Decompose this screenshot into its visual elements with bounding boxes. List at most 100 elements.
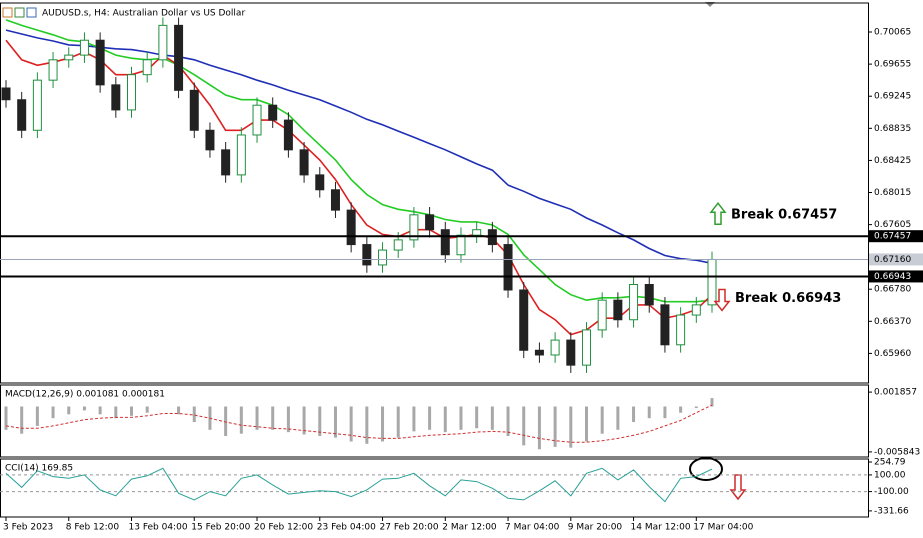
candle-body <box>519 289 529 351</box>
candle-body <box>32 79 42 131</box>
down-arrow <box>729 474 747 501</box>
x-tick-label: 9 Mar 20:00 <box>568 523 623 533</box>
candle-body <box>252 104 262 136</box>
annotation: Break 0.67457 <box>731 208 837 223</box>
candle-body <box>644 284 654 306</box>
candle-body <box>174 24 184 91</box>
y-tick-label: 0.68425 <box>874 156 911 166</box>
x-tick-label: 23 Feb 04:00 <box>317 523 376 533</box>
annotation-arrow <box>713 288 731 312</box>
annotation: Break 0.66943 <box>735 291 841 306</box>
cci-line <box>5 467 713 503</box>
candle-body <box>472 229 482 236</box>
moving-average <box>5 39 713 336</box>
candle-body <box>534 349 544 356</box>
candle-body <box>79 39 89 56</box>
header: AUDUSD.s, H4: Australian Dollar vs US Do… <box>2 7 245 19</box>
candle-body <box>566 339 576 366</box>
x-tick-label: 3 Feb 2023 <box>3 523 53 533</box>
icon <box>26 7 37 18</box>
y-tick-label: 0.66780 <box>874 285 911 295</box>
candle-body <box>1 87 11 101</box>
y-tick-label: 0.68835 <box>874 124 911 134</box>
candle-body <box>189 89 199 131</box>
level-label: 0.67457 <box>874 232 911 242</box>
panel-frame <box>0 458 869 518</box>
plot-area <box>4 398 714 450</box>
y-tick-label: 0.65960 <box>874 349 911 359</box>
highlight-ellipse <box>689 457 723 481</box>
candle-body <box>440 229 450 256</box>
candle-body <box>95 39 105 86</box>
y-tick-label: 0.001857 <box>874 388 917 398</box>
candle-body <box>707 258 717 306</box>
level-label-box <box>869 270 923 283</box>
panel-title: MACD(12,26,9) 0.001081 0.000181 <box>5 390 165 400</box>
candle-body <box>127 74 137 111</box>
candle-body <box>425 214 435 231</box>
annotation-arrow <box>709 201 727 225</box>
candle-body <box>330 189 340 211</box>
x-tick-label: 2 Mar 12:00 <box>442 523 497 533</box>
y-tick-label: 0.69245 <box>874 92 911 102</box>
icon <box>14 7 25 18</box>
y-tick-label: 0.66370 <box>874 317 911 327</box>
chart-title: AUDUSD.s, H4: Australian Dollar vs US Do… <box>42 9 245 19</box>
candle-body <box>236 134 246 176</box>
icon <box>2 7 13 18</box>
level-label-box <box>869 230 923 243</box>
candle-body <box>676 314 686 346</box>
x-tick-label: 20 Feb 12:00 <box>254 523 313 533</box>
candle-body <box>550 339 560 356</box>
candle-body <box>205 129 215 151</box>
moving-average <box>5 19 713 303</box>
y-tick-label: 0.68015 <box>874 188 911 198</box>
plot-area <box>1 17 717 373</box>
candle-body <box>409 214 419 241</box>
y-tick-label: -331.66 <box>874 506 909 516</box>
current-price-label: 0.67160 <box>874 255 911 265</box>
signal-line <box>5 404 713 443</box>
candle-body <box>283 119 293 151</box>
y-tick-label: 0.70065 <box>874 28 911 38</box>
candle-body <box>48 59 58 81</box>
candle-body <box>393 239 403 251</box>
candle-body <box>111 84 121 111</box>
y-tick-label: 254.79 <box>874 458 906 468</box>
panel-frame <box>0 384 869 458</box>
candle-body <box>299 149 309 176</box>
candle-body <box>581 329 591 366</box>
y-tick-label: -100.00 <box>874 487 909 497</box>
candle-body <box>315 174 325 191</box>
plot-area <box>0 467 868 503</box>
y-tick-label: -0.005843 <box>874 447 920 457</box>
x-tick-label: 15 Feb 20:00 <box>191 523 250 533</box>
y-tick-label: 0.67605 <box>874 220 911 230</box>
candle-body <box>613 299 623 321</box>
candle-body <box>362 244 372 266</box>
candle-body <box>597 299 607 331</box>
level-label: 0.66943 <box>874 272 911 282</box>
panel-title: CCI(14) 169.85 <box>5 464 73 474</box>
current-price-box <box>869 253 923 266</box>
candle-body <box>378 249 388 266</box>
x-tick-label: 8 Feb 12:00 <box>66 523 120 533</box>
candle-body <box>660 304 670 346</box>
x-tick-label: 17 Mar 04:00 <box>693 523 753 533</box>
candle-body <box>158 24 168 61</box>
y-tick-label: 0.69655 <box>874 60 911 70</box>
candle-body <box>691 304 701 316</box>
candle-body <box>17 99 27 131</box>
candle-body <box>346 209 356 246</box>
candle-body <box>64 54 74 61</box>
y-tick-label: 100.00 <box>874 470 906 480</box>
x-tick-label: 27 Feb 20:00 <box>380 523 439 533</box>
x-tick-label: 13 Feb 04:00 <box>129 523 188 533</box>
candle-body <box>221 149 231 176</box>
candle-body <box>629 284 639 321</box>
candle-body <box>503 244 513 291</box>
x-tick-label: 14 Mar 12:00 <box>631 523 691 533</box>
candle-body <box>142 59 152 76</box>
